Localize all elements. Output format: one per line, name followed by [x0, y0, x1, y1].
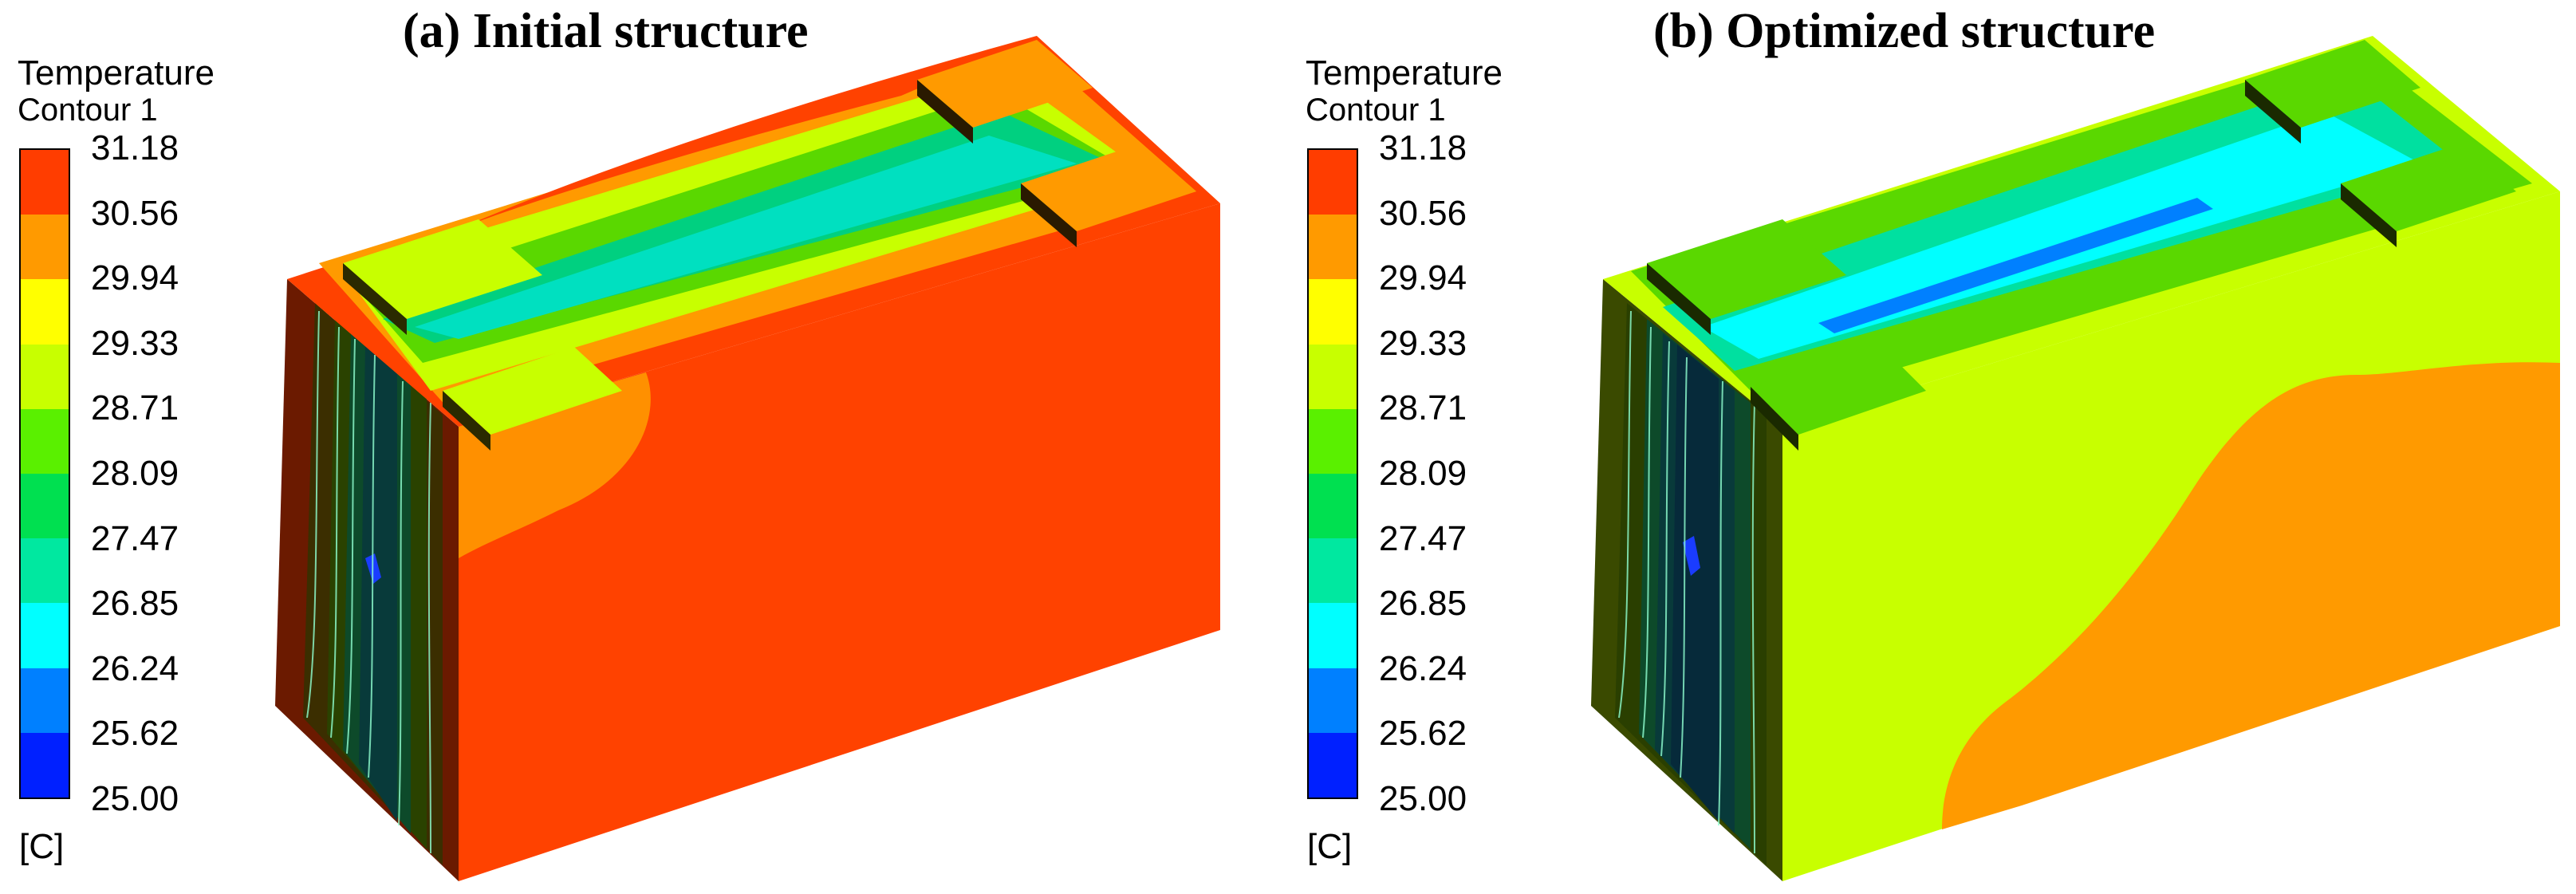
- model-terminals: [343, 40, 1196, 451]
- panel-title: (a) Initial structure: [403, 4, 809, 58]
- colorbar-swatch: [21, 474, 69, 539]
- colorbar-swatch: [1309, 668, 1357, 733]
- colorbar-swatch: [1309, 279, 1357, 345]
- terminal-tab: [343, 219, 542, 319]
- colorbar-swatch: [1309, 215, 1357, 280]
- terminal-tab: [1647, 263, 1711, 335]
- colorbar-tick-label: 31.18: [1379, 128, 1467, 167]
- colorbar-tick-label: 31.18: [91, 128, 179, 167]
- terminal-tab: [343, 263, 407, 335]
- terminal-tab: [2341, 183, 2397, 247]
- model-left-contour-lines: [1618, 310, 1755, 854]
- terminal-tab: [2341, 144, 2516, 231]
- legend-unit: [C]: [19, 827, 65, 866]
- colorbar-swatch: [21, 732, 69, 798]
- legend-title: Temperature: [18, 53, 215, 93]
- model-left-band-4: [359, 345, 397, 821]
- colorbar-tick-label: 28.09: [1379, 454, 1467, 493]
- model-front-warm-region: [1942, 362, 2560, 830]
- colorbar: [1307, 148, 1358, 799]
- colorbar-tick-label: 28.71: [1379, 388, 1467, 428]
- colorbar-tick-label: 25.00: [1379, 779, 1467, 818]
- terminal-tab: [917, 80, 973, 144]
- legend-subtitle: Contour 1: [1306, 93, 1446, 128]
- colorbar-tick-label: 28.09: [91, 454, 179, 493]
- terminal-tab: [1647, 219, 1846, 319]
- colorbar-swatch: [1309, 538, 1357, 604]
- terminal-tab: [2245, 80, 2301, 144]
- colorbar-swatch: [21, 344, 69, 409]
- terminal-tab: [917, 40, 1093, 128]
- legend-subtitle: Contour 1: [18, 93, 158, 128]
- terminal-tab: [1021, 183, 1077, 247]
- colorbar-tick-label: 26.24: [1379, 648, 1467, 688]
- colorbar-tick-label: 25.00: [91, 779, 179, 818]
- panel-title: (b) Optimized structure: [1653, 4, 2156, 58]
- colorbar-swatch: [21, 150, 69, 215]
- panel-optimized-structure: (b) Optimized structure Temperature Cont…: [1288, 0, 2576, 894]
- colorbar-swatch: [21, 215, 69, 280]
- colorbar-tick-label: 26.85: [91, 584, 179, 624]
- model-left-band-4: [1671, 345, 1719, 821]
- terminal-tab: [443, 391, 490, 451]
- colorbar-swatch: [21, 279, 69, 345]
- legend-title: Temperature: [1306, 53, 1503, 93]
- colorbar-tick-label: 26.85: [1379, 584, 1467, 624]
- model-top-cold-strip: [1818, 198, 2213, 333]
- model-terminals: [1647, 40, 2516, 451]
- colorbar-swatch: [21, 603, 69, 668]
- colorbar-tick-label: 28.71: [91, 388, 179, 428]
- colorbar-tick-label: 30.56: [1379, 193, 1467, 233]
- colorbar: [19, 148, 70, 799]
- model-top-channel-core: [415, 136, 1077, 339]
- colorbar-tick-label: 29.33: [91, 323, 179, 363]
- temperature-contour-model: [1591, 36, 2560, 881]
- model-top-hot-region: [463, 36, 1037, 227]
- colorbar-tick-label: 27.47: [1379, 518, 1467, 558]
- colorbar-swatch: [1309, 732, 1357, 798]
- colorbar-swatch: [21, 538, 69, 604]
- colorbar-swatch: [1309, 408, 1357, 475]
- colorbar-swatch: [1309, 474, 1357, 539]
- terminal-tab: [1751, 343, 1926, 435]
- colorbar-tick-label: 29.94: [91, 258, 179, 298]
- terminal-tab: [2245, 40, 2420, 128]
- legend-unit: [C]: [1307, 827, 1353, 866]
- model-left-cold-spot: [1683, 536, 1700, 576]
- model-front-face: [459, 203, 1220, 881]
- colorbar-tick-label: 25.62: [1379, 714, 1467, 754]
- terminal-tab: [443, 347, 622, 435]
- colorbar-swatch: [21, 408, 69, 475]
- colorbar-tick-label: 26.24: [91, 648, 179, 688]
- terminal-tab: [1751, 387, 1798, 451]
- terminal-tab: [1021, 144, 1196, 231]
- panel-initial-structure: (a) Initial structure Temperature Contou…: [18, 4, 1220, 881]
- model-top-channel-inner: [1703, 112, 2420, 359]
- colorbar-tick-label: 30.56: [91, 193, 179, 233]
- colorbar-tick-label: 29.33: [1379, 323, 1467, 363]
- colorbar-swatch: [1309, 150, 1357, 215]
- colorbar-swatch: [1309, 603, 1357, 668]
- colorbar-tick-label: 29.94: [1379, 258, 1467, 298]
- colorbar-tick-label: 25.62: [91, 714, 179, 754]
- colorbar-swatch: [1309, 344, 1357, 409]
- temperature-contour-model: [275, 36, 1220, 881]
- model-left-contour-lines: [306, 310, 431, 854]
- colorbar-tick-label: 27.47: [91, 518, 179, 558]
- colorbar-swatch: [21, 668, 69, 733]
